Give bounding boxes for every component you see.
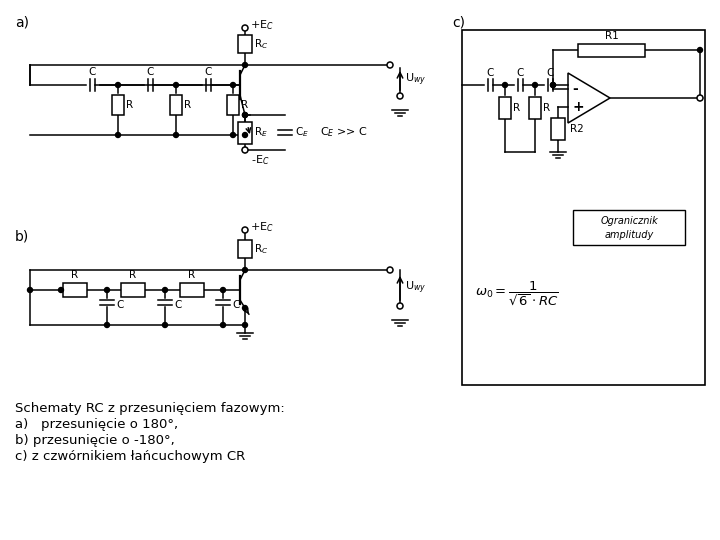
Text: C: C — [89, 67, 96, 77]
Text: R$_C$: R$_C$ — [254, 37, 269, 51]
Text: U$_{wy}$: U$_{wy}$ — [405, 72, 426, 88]
Text: R: R — [71, 270, 78, 280]
Circle shape — [174, 83, 179, 87]
Text: R: R — [241, 100, 248, 110]
Bar — [180, 283, 204, 297]
Circle shape — [230, 132, 235, 138]
Bar — [578, 44, 645, 57]
Bar — [112, 95, 124, 115]
Circle shape — [551, 83, 556, 87]
Bar — [499, 97, 511, 119]
Bar — [170, 95, 182, 115]
Circle shape — [243, 267, 248, 273]
Circle shape — [243, 112, 248, 118]
Bar — [238, 122, 252, 144]
Circle shape — [220, 322, 225, 327]
Circle shape — [174, 132, 179, 138]
Circle shape — [163, 287, 168, 293]
Circle shape — [242, 25, 248, 31]
Text: +E$_C$: +E$_C$ — [250, 18, 274, 32]
Bar — [238, 35, 252, 53]
Text: amplitudy: amplitudy — [604, 230, 654, 240]
Text: c) z czwórnikiem łańcuchowym CR: c) z czwórnikiem łańcuchowym CR — [15, 450, 246, 463]
Circle shape — [58, 287, 63, 293]
Text: -E$_C$: -E$_C$ — [251, 153, 269, 167]
Text: R$_E$: R$_E$ — [254, 126, 268, 139]
Circle shape — [503, 83, 508, 87]
Circle shape — [243, 306, 248, 310]
Text: R: R — [543, 103, 550, 113]
Text: C: C — [204, 67, 212, 77]
Text: $\omega_0 = \dfrac{1}{\sqrt{6} \cdot RC}$: $\omega_0 = \dfrac{1}{\sqrt{6} \cdot RC}… — [475, 280, 559, 308]
Text: R: R — [189, 270, 196, 280]
Text: C: C — [146, 67, 153, 77]
Circle shape — [698, 48, 703, 52]
Text: C: C — [174, 300, 181, 310]
Circle shape — [533, 83, 538, 87]
Text: C$_E$: C$_E$ — [295, 126, 309, 139]
Bar — [529, 97, 541, 119]
Text: U$_{wy}$: U$_{wy}$ — [405, 280, 426, 296]
Bar — [238, 240, 252, 258]
Circle shape — [115, 83, 120, 87]
Text: Schematy RC z przesunięciem fazowym:: Schematy RC z przesunięciem fazowym: — [15, 402, 284, 415]
Text: b): b) — [15, 230, 30, 244]
Text: -: - — [572, 82, 577, 96]
Circle shape — [697, 95, 703, 101]
Text: R: R — [184, 100, 191, 110]
Circle shape — [243, 147, 248, 152]
Text: b) przesunięcie o -180°,: b) przesunięcie o -180°, — [15, 434, 175, 447]
Text: a): a) — [15, 15, 29, 29]
Circle shape — [387, 62, 393, 68]
Circle shape — [397, 303, 403, 309]
Circle shape — [104, 322, 109, 327]
Circle shape — [220, 287, 225, 293]
Circle shape — [242, 227, 248, 233]
Circle shape — [230, 83, 235, 87]
Text: R1: R1 — [605, 31, 618, 41]
Circle shape — [242, 147, 248, 153]
Bar — [63, 283, 87, 297]
Circle shape — [397, 93, 403, 99]
Text: a)   przesunięcie o 180°,: a) przesunięcie o 180°, — [15, 418, 178, 431]
Text: +: + — [572, 100, 584, 114]
Text: C: C — [116, 300, 123, 310]
Text: R: R — [130, 270, 137, 280]
Bar — [573, 210, 685, 245]
Text: C: C — [546, 68, 554, 78]
Circle shape — [243, 112, 248, 118]
Text: C: C — [516, 68, 523, 78]
Circle shape — [551, 83, 556, 87]
Text: C: C — [232, 300, 239, 310]
Text: Ogranicznik: Ogranicznik — [600, 215, 658, 226]
Circle shape — [163, 322, 168, 327]
Bar — [462, 30, 705, 385]
Bar — [227, 95, 239, 115]
Text: +E$_C$: +E$_C$ — [250, 220, 274, 234]
Circle shape — [698, 96, 703, 100]
Text: R: R — [513, 103, 520, 113]
Bar — [551, 118, 565, 139]
Text: R2: R2 — [570, 124, 584, 133]
Text: R: R — [126, 100, 133, 110]
Text: c): c) — [452, 15, 465, 29]
Circle shape — [27, 287, 32, 293]
Text: R$_C$: R$_C$ — [254, 242, 269, 256]
Circle shape — [243, 63, 248, 68]
Text: C$_E$ >> C: C$_E$ >> C — [320, 126, 368, 139]
Circle shape — [104, 287, 109, 293]
Bar — [121, 283, 145, 297]
Circle shape — [387, 267, 393, 273]
Text: C: C — [486, 68, 494, 78]
Circle shape — [243, 322, 248, 327]
Circle shape — [115, 132, 120, 138]
Circle shape — [243, 132, 248, 138]
